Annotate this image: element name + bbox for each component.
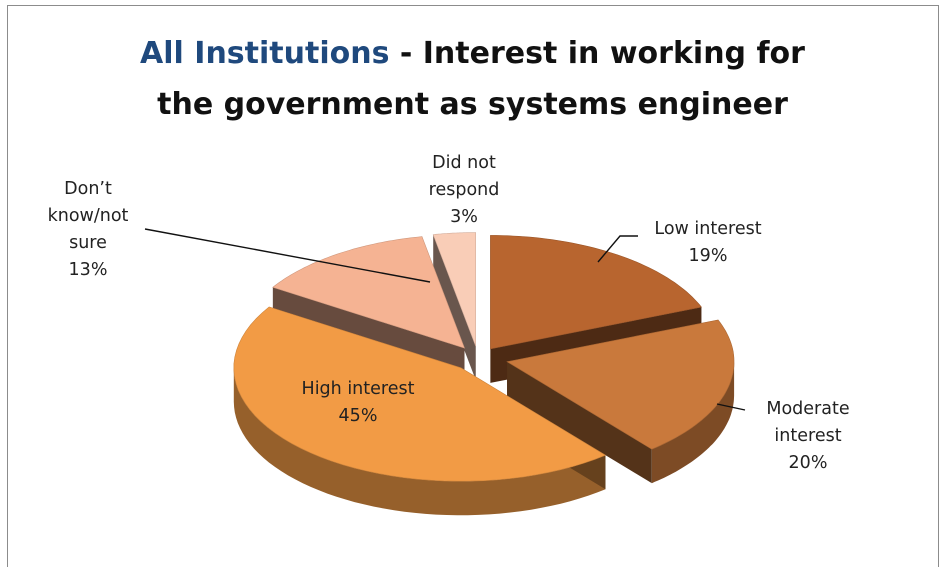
leader-line-low [597,235,638,263]
slice-label-dontknow-name-3: sure [69,233,107,253]
leader-lines [144,228,746,411]
chart-title-rest: - Interest in working for [389,36,805,71]
slice-label-low-name: Low interest [654,219,762,239]
slice-label-noresp-value: 3% [450,207,478,227]
pie-slice-top-low [490,235,702,350]
pie-slice-top-noresp [432,232,476,347]
chart-title-line-1: All Institutions - Interest in working f… [0,28,945,79]
slice-label-moderate-name-2: interest [774,426,842,446]
slice-label-dontknow-name-1: Don’t [64,179,112,199]
slice-label-noresp-name-2: respond [428,180,500,200]
slice-label-dontknow-value: 13% [68,260,108,280]
slice-label-noresp: Did not respond 3% [404,150,524,231]
pie-slice-high [233,306,607,516]
slice-label-moderate: Moderate interest 20% [748,396,868,477]
chart-title: All Institutions - Interest in working f… [0,28,945,130]
slice-label-low: Low interest 19% [638,216,778,270]
chart-title-line-2: the government as systems engineer [157,87,788,122]
slice-label-high-value: 45% [338,406,378,426]
slice-label-high: High interest 45% [278,376,438,430]
pie-slices [233,232,735,516]
slice-label-dontknow-name-2: know/not [47,206,129,226]
pie-slice-wall-noresp-0 [433,234,476,381]
slice-label-moderate-value: 20% [788,453,828,473]
pie-slice-noresp [432,232,476,381]
pie-slice-top-moderate [506,319,735,450]
chart-title-highlight: All Institutions [140,36,390,71]
leader-line-dontknow [144,228,431,283]
leader-line-moderate [716,403,746,411]
pie-slice-wall-moderate-1 [507,361,652,484]
slice-label-dontknow: Don’t know/not sure 13% [28,176,148,284]
slice-label-low-value: 19% [688,246,728,266]
pie-slice-side-moderate [651,361,735,484]
slice-label-moderate-name-1: Moderate [766,399,850,419]
slice-label-high-name: High interest [301,379,415,399]
slice-label-noresp-name-1: Did not [432,153,496,173]
pie-slice-moderate [506,319,735,484]
pie-slice-top-high [233,306,607,482]
pie-slice-top-dontknow [272,236,466,349]
